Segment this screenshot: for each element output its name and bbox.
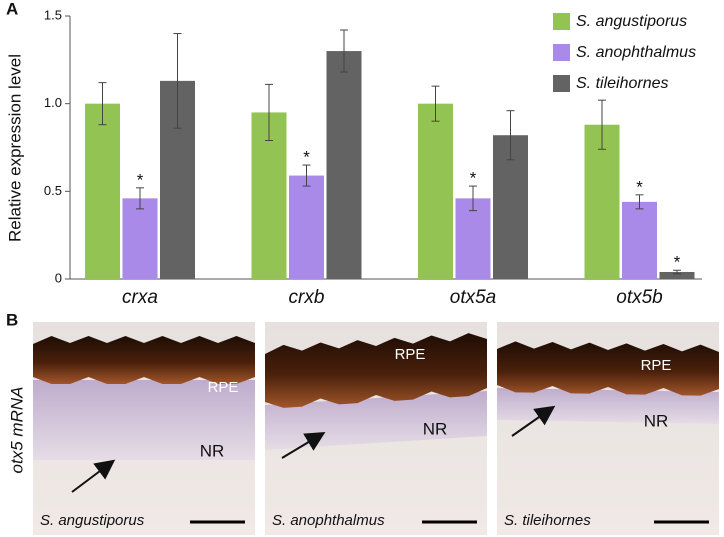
legend-label: S. tileihornes [576, 75, 669, 92]
nr-layer [33, 380, 255, 460]
bar [122, 198, 158, 279]
bar [659, 271, 695, 279]
layer-label: NR [644, 411, 669, 430]
x-tick-label: otx5a [450, 287, 496, 308]
side-label: otx5 mRNA [7, 387, 26, 474]
bar [622, 201, 657, 279]
micrograph [265, 322, 487, 535]
significance-label: * [636, 177, 643, 196]
layer-label: RPE [395, 346, 426, 363]
bar [289, 175, 324, 279]
image-caption: S. tileihornes [504, 512, 591, 529]
arrow [71, 459, 116, 493]
y-axis-label: Relative expression level [5, 54, 24, 242]
arrow [511, 405, 556, 437]
layer-label: RPE [208, 379, 239, 396]
arrow [281, 431, 326, 459]
layer-label: NR [200, 441, 225, 460]
bar [85, 103, 120, 280]
bar [326, 51, 362, 279]
rpe-layer [497, 341, 719, 396]
y-tick-label: 0 [55, 270, 62, 285]
legend-swatch [553, 13, 570, 30]
x-tick-label: crxb [289, 287, 325, 308]
significance-label: * [470, 169, 477, 188]
x-tick-label: otx5b [616, 287, 662, 308]
rpe-layer [265, 333, 487, 408]
bar [418, 103, 453, 280]
micrograph [33, 322, 255, 535]
image-caption: S. angustiporus [40, 512, 145, 529]
legend-swatch [553, 44, 570, 61]
legend-swatch [553, 75, 570, 92]
bar [455, 198, 491, 279]
y-tick-label: 0.5 [44, 183, 62, 198]
y-tick-label: 1.5 [44, 7, 62, 22]
layer-label: NR [423, 419, 448, 438]
bar [584, 124, 620, 279]
layer-label: RPE [641, 357, 672, 374]
significance-label: * [137, 170, 144, 189]
y-tick-label: 1.0 [44, 95, 62, 110]
image-caption: S. anophthalmus [272, 512, 385, 529]
legend-label: S. angustiporus [576, 13, 687, 30]
legend-label: S. anophthalmus [576, 44, 696, 61]
rpe-layer [33, 336, 255, 384]
x-tick-label: crxa [122, 287, 158, 308]
panel-label: A [6, 0, 18, 18]
significance-label: * [674, 253, 681, 272]
significance-label: * [303, 148, 310, 167]
micrograph [497, 322, 719, 535]
panel-label: B [6, 310, 18, 329]
